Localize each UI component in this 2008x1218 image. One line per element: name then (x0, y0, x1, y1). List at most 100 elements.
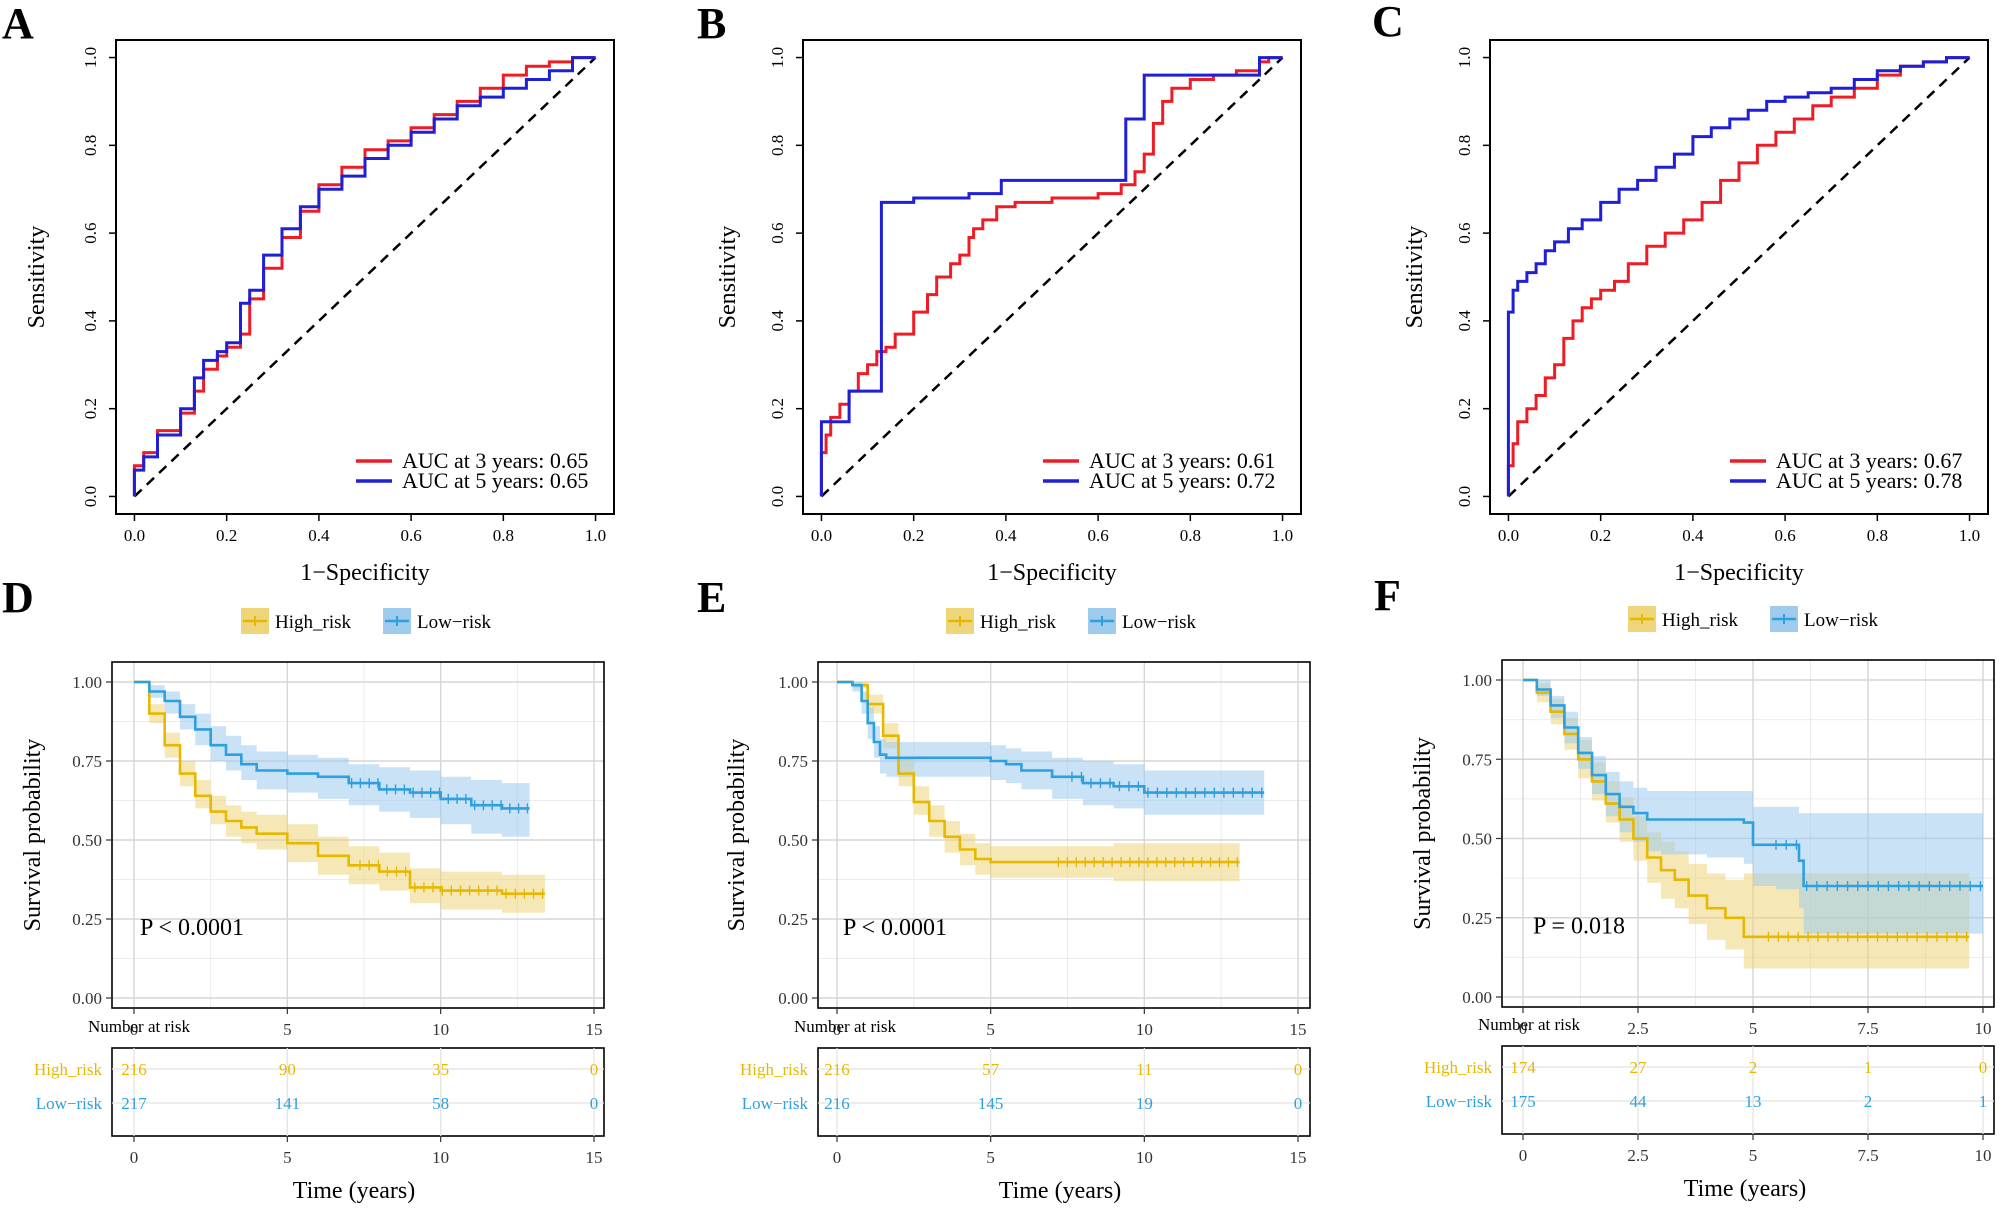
risk-count: 174 (1510, 1058, 1536, 1077)
x-tick-label: 0.2 (216, 526, 237, 545)
x-tick-label: 15 (586, 1020, 603, 1039)
panel-label: E (697, 573, 726, 622)
risk-count: 11 (1136, 1060, 1152, 1079)
risk-count: 175 (1510, 1092, 1536, 1111)
y-axis-label: Survival probability (20, 739, 46, 932)
x-tick-label: 5 (283, 1148, 292, 1167)
plot-frame (817, 661, 1311, 1009)
y-tick-label: 0.4 (81, 310, 100, 332)
x-axis-label: Time (years) (293, 1178, 415, 1204)
survival-curve-high (1523, 678, 1970, 939)
plot-frame (111, 661, 605, 1009)
x-tick-label: 2.5 (1627, 1146, 1648, 1165)
panel-label: F (1374, 571, 1401, 620)
legend-label: High_risk (1662, 610, 1739, 631)
panel-label: A (2, 0, 34, 48)
risk-count: 90 (279, 1060, 296, 1079)
plot-frame (1489, 39, 1989, 515)
y-tick-label: 0.0 (1455, 486, 1474, 507)
roc-panel-B: B 0.0 0.2 0.4 0.6 0.8 1.0 0.0 0.2 0.4 0.6 0.8 1.0 1−S… (697, 0, 1302, 586)
legend-label: AUC at 5 years: 0.65 (402, 468, 588, 493)
x-tick-label: 15 (586, 1148, 603, 1167)
p-value: P = 0.018 (1533, 914, 1625, 940)
km-panel-F: F High_risk Low−risk 0.00 0.25 0.50 0.75 1.00 0 2… (1374, 571, 1995, 1202)
x-tick-label: 0 (130, 1148, 139, 1167)
y-tick-label: 0.75 (778, 752, 808, 771)
x-tick-label: 1.0 (1959, 526, 1980, 545)
risk-count: 0 (590, 1060, 599, 1079)
x-tick-label: 7.5 (1857, 1019, 1878, 1038)
legend-label: Low−risk (1122, 612, 1197, 633)
x-tick-label: 15 (1290, 1148, 1307, 1167)
risk-table-frame (1501, 1045, 1995, 1135)
y-tick-label: 1.0 (1455, 47, 1474, 68)
confidence-band-low (134, 682, 530, 837)
risk-table-title: Number at risk (88, 1017, 190, 1036)
y-tick-label: 0.00 (1462, 988, 1492, 1007)
risk-count: 216 (824, 1094, 850, 1113)
y-tick-label: 0.8 (768, 135, 787, 156)
y-tick-label: 0.6 (768, 222, 787, 243)
risk-count: 35 (432, 1060, 449, 1079)
risk-count: 145 (978, 1094, 1004, 1113)
survival-curve-high (837, 680, 1240, 864)
risk-count: 27 (1630, 1058, 1648, 1077)
x-tick-label: 0.4 (1682, 526, 1704, 545)
y-axis-label: Sensitivity (715, 226, 741, 329)
plot-frame (115, 39, 615, 515)
y-tick-label: 1.00 (72, 673, 102, 692)
risk-count: 217 (121, 1094, 147, 1113)
panel-label: D (2, 573, 34, 622)
y-tick-label: 0.25 (778, 910, 808, 929)
y-axis-label: Sensitivity (24, 226, 50, 329)
plot-frame (802, 39, 1302, 515)
confidence-band-low (1523, 680, 1983, 934)
legend-label: AUC at 5 years: 0.78 (1776, 468, 1962, 493)
risk-row-label: Low−risk (1426, 1092, 1493, 1111)
risk-count: 1 (1979, 1092, 1988, 1111)
risk-count: 57 (982, 1060, 1000, 1079)
risk-count: 0 (1294, 1060, 1303, 1079)
y-tick-label: 0.2 (768, 398, 787, 419)
y-tick-label: 0.00 (72, 989, 102, 1008)
y-tick-label: 0.8 (1455, 135, 1474, 156)
x-axis-label: Time (years) (999, 1178, 1121, 1204)
risk-count: 216 (824, 1060, 850, 1079)
x-tick-label: 0.2 (1590, 526, 1611, 545)
reference-diagonal (133, 56, 597, 498)
roc-curve-5yr (1506, 56, 1970, 497)
x-tick-label: 5 (986, 1148, 995, 1167)
risk-count: 19 (1136, 1094, 1153, 1113)
x-tick-label: 0.0 (811, 526, 832, 545)
y-tick-label: 1.00 (1462, 671, 1492, 690)
y-tick-label: 0.00 (778, 989, 808, 1008)
panel-label: B (697, 0, 726, 48)
y-tick-label: 0.2 (81, 398, 100, 419)
risk-count: 44 (1630, 1092, 1648, 1111)
y-tick-label: 0.50 (778, 831, 808, 850)
x-tick-label: 0 (1519, 1019, 1528, 1038)
x-tick-label: 10 (432, 1148, 449, 1167)
x-tick-label: 0.0 (1498, 526, 1519, 545)
y-tick-label: 0.6 (1455, 222, 1474, 243)
risk-count: 13 (1745, 1092, 1762, 1111)
x-tick-label: 0.4 (308, 526, 330, 545)
risk-count: 0 (590, 1094, 599, 1113)
y-tick-label: 1.0 (81, 47, 100, 68)
confidence-band-high (837, 682, 1240, 882)
x-tick-label: 0 (1519, 1146, 1528, 1165)
x-tick-label: 0.8 (1180, 526, 1201, 545)
x-axis-label: 1−Specificity (1674, 560, 1804, 586)
y-tick-label: 1.0 (768, 47, 787, 68)
risk-count: 141 (275, 1094, 301, 1113)
roc-panel-A: A 0.0 0.2 0.4 0.6 0.8 1.0 0.0 0.2 0.4 0.6 0.8 1.0 1−S… (2, 0, 615, 586)
x-tick-label: 0.0 (124, 526, 145, 545)
legend-label: AUC at 3 years: 0.65 (402, 448, 588, 473)
x-tick-label: 0.4 (995, 526, 1017, 545)
confidence-band-low (837, 682, 1265, 815)
y-tick-label: 0.2 (1455, 398, 1474, 419)
x-tick-label: 0.6 (1774, 526, 1795, 545)
y-tick-label: 0.8 (81, 135, 100, 156)
risk-table-title: Number at risk (794, 1017, 896, 1036)
risk-table-frame (111, 1047, 605, 1137)
